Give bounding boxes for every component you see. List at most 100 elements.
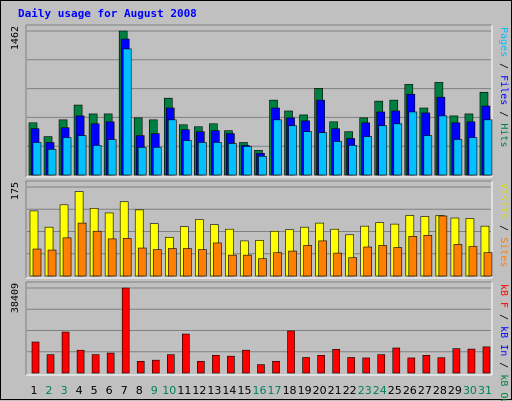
panel-1-y-max-label: 1462	[10, 26, 21, 50]
legend-entry: Visits	[498, 183, 509, 219]
bar-pages-day-7	[122, 48, 132, 176]
panel-3-legend: kB F / kB In / kB Out	[498, 284, 509, 401]
day-label-6: 6	[106, 384, 113, 397]
bar-sites-day-13	[213, 242, 222, 277]
day-label-27: 27	[418, 384, 432, 397]
bar-kb-f-day-23	[362, 357, 371, 374]
bar-sites-day-7	[122, 238, 132, 277]
day-label-4: 4	[76, 384, 83, 397]
bar-pages-day-17	[273, 119, 282, 176]
chart-title: Daily usage for August 2008	[18, 7, 197, 20]
bar-sites-day-15	[243, 254, 252, 277]
day-label-31: 31	[478, 384, 492, 397]
bar-sites-day-30	[468, 246, 478, 277]
bar-kb-f-day-11	[182, 333, 190, 374]
day-label-14: 14	[222, 384, 236, 397]
day-label-19: 19	[298, 384, 312, 397]
bar-pages-day-19	[303, 131, 312, 176]
bar-kb-f-day-16	[257, 364, 265, 374]
bar-sites-day-21	[333, 252, 342, 277]
legend-entry: Files	[498, 69, 509, 105]
bar-pages-day-12	[198, 142, 207, 176]
day-label-10: 10	[162, 384, 176, 397]
day-label-2: 2	[46, 384, 53, 397]
bar-kb-f-day-10	[166, 354, 175, 374]
bar-sites-day-24	[378, 245, 388, 277]
bar-kb-f-day-17	[272, 360, 280, 374]
bar-sites-day-6	[107, 238, 117, 277]
legend-entry: kB Out	[498, 368, 509, 401]
bar-kb-f-day-13	[212, 354, 220, 374]
day-label-12: 12	[192, 384, 206, 397]
day-label-18: 18	[283, 384, 297, 397]
panel-2-y-max-label: 175	[10, 182, 21, 200]
legend-entry: kB In	[498, 320, 509, 356]
day-label-28: 28	[433, 384, 447, 397]
bar-pages-day-27	[423, 135, 433, 176]
bar-pages-day-6	[107, 139, 117, 176]
legend-entry: Pages	[498, 27, 509, 57]
bar-kb-f-day-9	[151, 359, 160, 374]
day-label-24: 24	[373, 384, 387, 397]
bar-sites-day-18	[288, 250, 297, 277]
bar-pages-day-31	[483, 119, 493, 176]
bar-pages-day-22	[348, 145, 357, 176]
bar-pages-day-20	[318, 132, 327, 176]
day-labels: 1 2 3 4 5 6 7 8 9 10 11 12 13 14 15 16 17 18 19 20 21 22 23 24 2…	[31, 384, 492, 397]
panel-3: 38409 kB F / kB In / kB Out	[10, 281, 509, 401]
panel-2: 175 Visits / Sites	[10, 180, 509, 279]
bar-sites-day-10	[167, 248, 177, 277]
bar-sites-day-12	[198, 249, 207, 277]
bar-kb-f-day-28	[437, 357, 446, 374]
bar-pages-day-26	[408, 111, 418, 176]
bar-pages-day-18	[288, 125, 297, 176]
bar-kb-f-day-12	[197, 360, 205, 374]
bar-pages-day-9	[152, 147, 162, 176]
bar-pages-day-30	[468, 137, 478, 176]
day-label-17: 17	[268, 384, 282, 397]
bar-kb-f-day-30	[467, 348, 476, 374]
legend-entry: Sites	[498, 231, 509, 267]
bar-pages-day-15	[243, 146, 252, 176]
bar-pages-day-23	[363, 136, 373, 176]
bar-sites-day-27	[423, 235, 433, 277]
day-label-5: 5	[91, 384, 98, 397]
bar-sites-day-9	[152, 249, 162, 277]
bar-kb-f-day-7	[121, 287, 130, 374]
bar-pages-day-8	[137, 147, 147, 176]
panel-1: 1462 Pages / Files / Hits	[10, 24, 509, 178]
bar-sites-day-17	[273, 252, 282, 277]
day-label-25: 25	[388, 384, 402, 397]
bar-kb-f-day-15	[242, 349, 250, 374]
day-label-1: 1	[31, 384, 38, 397]
day-label-30: 30	[463, 384, 477, 397]
day-label-29: 29	[448, 384, 462, 397]
panel-1-legend: Pages / Files / Hits	[498, 27, 509, 147]
bar-pages-day-2	[47, 149, 57, 176]
bar-sites-day-20	[318, 240, 327, 277]
day-label-22: 22	[343, 384, 357, 397]
panel-3-y-max-label: 38409	[10, 283, 21, 313]
bar-pages-day-29	[453, 139, 463, 176]
panel-2-legend: Visits / Sites	[498, 183, 509, 267]
bar-sites-day-26	[408, 236, 418, 277]
bar-kb-f-day-26	[407, 357, 416, 374]
bar-pages-day-14	[228, 143, 237, 176]
bar-pages-day-4	[77, 135, 87, 176]
bar-kb-f-day-29	[452, 348, 461, 374]
day-label-16: 16	[253, 384, 267, 397]
bar-kb-f-day-5	[91, 354, 100, 374]
bar-sites-day-22	[348, 257, 357, 277]
bar-pages-day-21	[333, 141, 342, 176]
day-label-21: 21	[328, 384, 342, 397]
bar-sites-day-14	[228, 254, 237, 277]
bar-sites-day-4	[77, 222, 87, 277]
bar-kb-f-day-1	[31, 341, 40, 374]
legend-entry: /	[498, 57, 509, 69]
day-label-15: 15	[237, 384, 251, 397]
day-label-23: 23	[358, 384, 372, 397]
bar-pages-day-28	[438, 115, 448, 176]
